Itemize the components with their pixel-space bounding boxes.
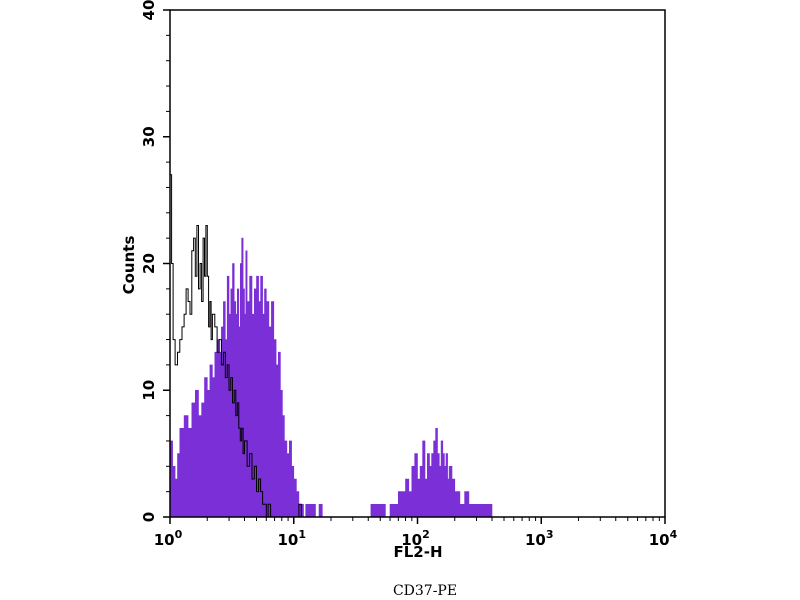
y-axis-tick-labels: 0 10 20 30 40 bbox=[140, 0, 158, 522]
filled-histogram-series bbox=[169, 237, 493, 518]
y-tick-label: 0 bbox=[140, 512, 158, 522]
x-tick-label: 103 bbox=[525, 528, 554, 549]
y-tick-label: 30 bbox=[140, 126, 158, 147]
y-axis-label: Counts bbox=[120, 236, 138, 295]
x-tick-label: 104 bbox=[649, 528, 678, 549]
x-axis-tick-labels: 100 101 102 103 104 bbox=[154, 528, 678, 549]
histogram-series-layer bbox=[169, 174, 493, 518]
x-axis-label: FL2-H bbox=[393, 543, 442, 561]
x-tick-label: 101 bbox=[277, 528, 306, 549]
y-tick-label: 40 bbox=[140, 0, 158, 20]
y-tick-label: 10 bbox=[140, 380, 158, 401]
x-tick-label: 100 bbox=[154, 528, 183, 549]
x-axis-ticks bbox=[169, 517, 666, 524]
y-tick-label: 20 bbox=[140, 253, 158, 274]
figure-caption: CD37-PE bbox=[392, 583, 458, 599]
y-axis-ticks bbox=[163, 9, 170, 518]
x-tick-label: 102 bbox=[401, 528, 430, 549]
outline-histogram-series bbox=[170, 174, 303, 518]
